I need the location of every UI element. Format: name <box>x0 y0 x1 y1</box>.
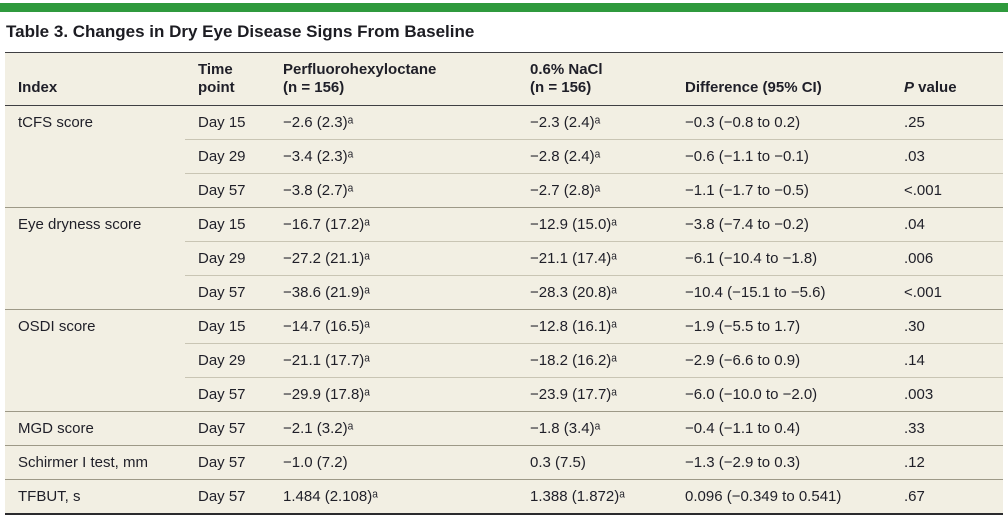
cell-difference: −6.0 (−10.0 to −2.0) <box>672 377 891 412</box>
cell-index: tCFS score <box>18 114 94 131</box>
cell-time-point: Day 15 <box>198 114 246 131</box>
cell-control-value: −28.3 (20.8)ᵃ <box>517 275 672 310</box>
header-perfluorohexyloctane: Perfluorohexyloctane (n = 156) <box>270 52 517 106</box>
cell-control-value: −18.2 (16.2)ᵃ <box>517 343 672 378</box>
cell-time-point: Day 15 <box>185 207 270 242</box>
cell-p-value: .67 <box>891 479 1003 514</box>
cell-difference: −0.6 (−1.1 to −0.1) <box>672 139 891 174</box>
cell-p-value: .03 <box>891 139 1003 174</box>
header-p-value: P value <box>891 52 1003 106</box>
cell-time-point: Day 15 <box>185 309 270 344</box>
table-row: Day 57 −29.9 (17.8)ᵃ −23.9 (17.7)ᵃ −6.0 (−1… <box>5 377 1003 412</box>
cell-control-value: −2.8 (2.4)ᵃ <box>517 139 672 174</box>
cell-drug-value: 1.484 (2.108)ᵃ <box>270 479 517 514</box>
cell-drug-value: −27.2 (21.1)ᵃ <box>270 241 517 276</box>
cell-difference: −1.9 (−5.5 to 1.7) <box>672 309 891 344</box>
table-row: TFBUT, s Day 57 1.484 (2.108)ᵃ 1.388 (1.872… <box>5 479 1003 514</box>
cell-index: OSDI score <box>5 309 185 412</box>
header-nacl: 0.6% NaCl (n = 156) <box>517 52 672 106</box>
cell-index: Eye dryness score <box>5 207 185 310</box>
p-value-rest: value <box>914 79 957 96</box>
cell-difference: −6.1 (−10.4 to −1.8) <box>672 241 891 276</box>
table-row: Day 29 −27.2 (21.1)ᵃ −21.1 (17.4)ᵃ −6.1 (−1… <box>5 241 1003 276</box>
cell-drug-value: −3.8 (2.7)ᵃ <box>270 173 517 208</box>
table-row: OSDI score Day 15 −14.7 (16.5)ᵃ −12.8 (16.1… <box>5 309 1003 412</box>
cell-time-point: Day 29 <box>185 241 270 276</box>
table-title: Table 3. Changes in Dry Eye Disease Sign… <box>6 22 475 41</box>
dry-eye-signs-table: Index Time point Perfluorohexyloctane (n… <box>5 52 1003 515</box>
cell-control-value: −12.8 (16.1)ᵃ <box>517 309 672 344</box>
cell-index: MGD score <box>5 411 185 446</box>
cell-drug-value: −2.6 (2.3)ᵃ <box>283 114 354 131</box>
header-row: Index Time point Perfluorohexyloctane (n… <box>5 52 1003 106</box>
table-row: Day 57 −3.8 (2.7)ᵃ −2.7 (2.8)ᵃ −1.1 (−1.7 t… <box>5 173 1003 208</box>
cell-difference: −2.9 (−6.6 to 0.9) <box>672 343 891 378</box>
table-row: Day 29 −3.4 (2.3)ᵃ −2.8 (2.4)ᵃ −0.6 (−1.1 t… <box>5 139 1003 174</box>
cell-control-value: 1.388 (1.872)ᵃ <box>517 479 672 514</box>
cell-p-value: .14 <box>891 343 1003 378</box>
header-index: Index <box>5 52 185 106</box>
cell-control-value: 0.3 (7.5) <box>517 445 672 480</box>
article-table-figure: Table 3. Changes in Dry Eye Disease Sign… <box>0 3 1008 515</box>
table-row: Eye dryness score Day 15 −16.7 (17.2)ᵃ −12.… <box>5 207 1003 310</box>
cell-p-value: .25 <box>904 114 925 131</box>
table-row: tCFS score Day 15 −2.6 (2.3)ᵃ −2.3 (2.4)ᵃ −0… <box>5 106 1003 140</box>
cell-p-value: .12 <box>891 445 1003 480</box>
cell-p-value: .04 <box>891 207 1003 242</box>
cell-index: Schirmer I test, mm <box>5 445 185 480</box>
cell-time-point: Day 29 <box>185 343 270 378</box>
cell-difference: −1.1 (−1.7 to −0.5) <box>672 173 891 208</box>
table-row: Day 29 −21.1 (17.7)ᵃ −18.2 (16.2)ᵃ −2.9 (−6… <box>5 343 1003 378</box>
cell-p-value: .33 <box>891 411 1003 446</box>
header-time-point: Time point <box>185 52 270 106</box>
cell-control-value: −2.7 (2.8)ᵃ <box>517 173 672 208</box>
cell-time-point: Day 57 <box>185 445 270 480</box>
cell-difference: 0.096 (−0.349 to 0.541) <box>672 479 891 514</box>
cell-drug-value: −16.7 (17.2)ᵃ <box>270 207 517 242</box>
cell-drug-value: −2.1 (3.2)ᵃ <box>270 411 517 446</box>
cell-drug-value: −3.4 (2.3)ᵃ <box>270 139 517 174</box>
table-accent-bar <box>0 3 1008 12</box>
cell-time-point: Day 57 <box>185 479 270 514</box>
cell-time-point: Day 57 <box>185 377 270 412</box>
cell-drug-value: −38.6 (21.9)ᵃ <box>270 275 517 310</box>
p-value-italic-p: P <box>904 79 915 96</box>
table-row: Schirmer I test, mm Day 57 −1.0 (7.2) 0.3 (… <box>5 445 1003 480</box>
cell-index: TFBUT, s <box>5 479 185 514</box>
cell-drug-value: −21.1 (17.7)ᵃ <box>270 343 517 378</box>
cell-time-point: Day 29 <box>185 139 270 174</box>
cell-control-value: −23.9 (17.7)ᵃ <box>517 377 672 412</box>
cell-control-value: −21.1 (17.4)ᵃ <box>517 241 672 276</box>
table-row: Day 57 −38.6 (21.9)ᵃ −28.3 (20.8)ᵃ −10.4 (−… <box>5 275 1003 310</box>
cell-time-point: Day 57 <box>185 411 270 446</box>
table-content: Table 3. Changes in Dry Eye Disease Sign… <box>0 21 1008 515</box>
header-difference: Difference (95% CI) <box>672 52 891 106</box>
cell-difference: −3.8 (−7.4 to −0.2) <box>672 207 891 242</box>
cell-p-value: .30 <box>891 309 1003 344</box>
cell-control-value: −1.8 (3.4)ᵃ <box>517 411 672 446</box>
cell-drug-value: −1.0 (7.2) <box>270 445 517 480</box>
cell-time-point: Day 57 <box>185 173 270 208</box>
cell-difference: −1.3 (−2.9 to 0.3) <box>672 445 891 480</box>
cell-control-value: −2.3 (2.4)ᵃ <box>530 114 601 131</box>
cell-p-value: <.001 <box>891 275 1003 310</box>
cell-drug-value: −14.7 (16.5)ᵃ <box>270 309 517 344</box>
cell-difference: −0.4 (−1.1 to 0.4) <box>672 411 891 446</box>
cell-p-value: .003 <box>891 377 1003 412</box>
cell-difference: −10.4 (−15.1 to −5.6) <box>672 275 891 310</box>
cell-p-value: <.001 <box>891 173 1003 208</box>
cell-difference: −0.3 (−0.8 to 0.2) <box>685 114 801 131</box>
table-row: MGD score Day 57 −2.1 (3.2)ᵃ −1.8 (3.4)ᵃ −0.… <box>5 411 1003 446</box>
cell-time-point: Day 57 <box>185 275 270 310</box>
cell-control-value: −12.9 (15.0)ᵃ <box>517 207 672 242</box>
cell-drug-value: −29.9 (17.8)ᵃ <box>270 377 517 412</box>
cell-p-value: .006 <box>891 241 1003 276</box>
